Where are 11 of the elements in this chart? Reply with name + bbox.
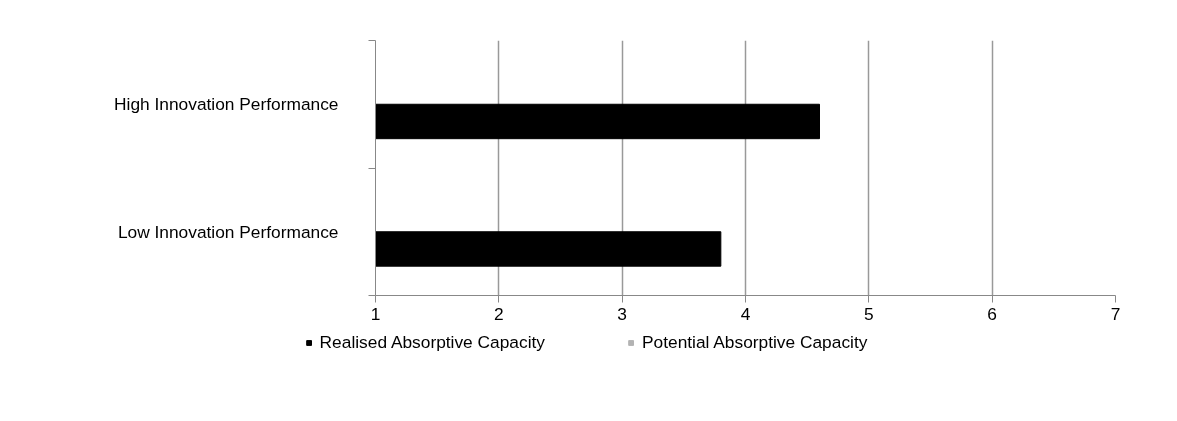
x-tick-label: 1 bbox=[370, 303, 381, 324]
legend-label: Potential Absorptive Capacity bbox=[641, 331, 868, 353]
x-tick-label: 5 bbox=[864, 303, 874, 324]
x-tick-label: 4 bbox=[740, 303, 751, 324]
legend-label: Realised Absorptive Capacity bbox=[319, 331, 545, 353]
x-tick-label: 7 bbox=[1110, 303, 1121, 324]
x-tick-label: 2 bbox=[494, 303, 504, 324]
x-tick-label: 6 bbox=[987, 303, 997, 324]
x-tick-label: 3 bbox=[617, 303, 627, 324]
y-tick-label: High Innovation Performance bbox=[114, 94, 339, 115]
y-tick-label: Low Innovation Performance bbox=[117, 221, 339, 242]
